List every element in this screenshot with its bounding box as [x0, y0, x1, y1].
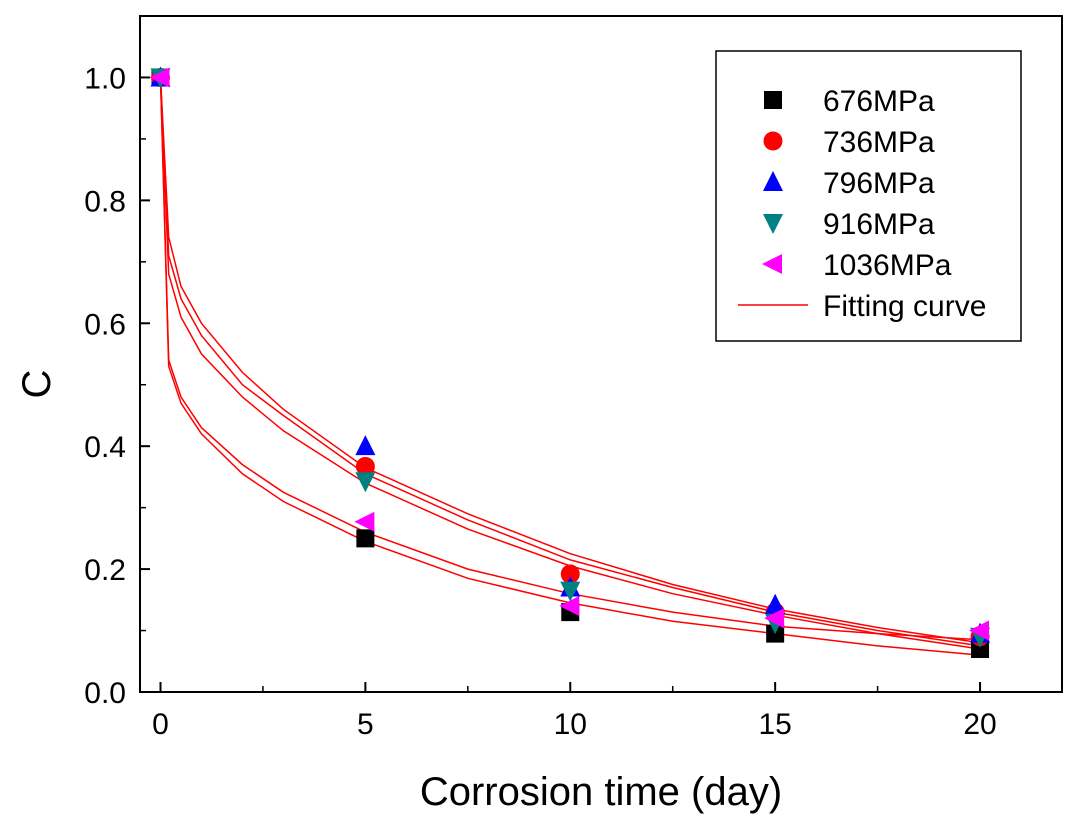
y-tick-label: 0.6 [84, 308, 126, 341]
legend-label: Fitting curve [823, 290, 986, 323]
legend-marker [763, 214, 783, 234]
y-axis: 0.0 0.2 0.4 0.6 0.8 1.0 [84, 62, 150, 710]
data-points [149, 66, 991, 658]
legend-marker [763, 131, 783, 151]
data-point [354, 511, 375, 532]
y-tick-label: 0.4 [84, 431, 126, 464]
x-tick-label: 10 [554, 708, 587, 741]
legend: 676MPa 736MPa 796MPa 916MPa 1036MPa Fitting c… [715, 50, 1022, 342]
data-point [559, 595, 580, 616]
legend-label: 796MPa [823, 167, 935, 200]
data-point [764, 608, 785, 629]
x-axis: 0 5 10 15 20 [152, 682, 997, 741]
x-axis-title: Corrosion time (day) [420, 770, 782, 814]
x-tick-label: 15 [758, 708, 791, 741]
data-point [356, 529, 375, 548]
legend-marker [764, 91, 782, 109]
legend-marker [763, 171, 783, 191]
data-point [560, 564, 580, 584]
data-point [355, 472, 376, 493]
data-point [355, 435, 376, 456]
legend-label: 676MPa [823, 85, 935, 118]
x-tick-label: 20 [963, 708, 996, 741]
data-point [355, 456, 375, 476]
plot-frame [139, 15, 1063, 693]
data-point [969, 620, 990, 641]
data-point [560, 581, 581, 602]
y-tick-label: 0.2 [84, 554, 126, 587]
y-tick-label: 0.8 [84, 185, 126, 218]
y-tick-label: 0.0 [84, 677, 126, 710]
x-tick-label: 5 [357, 708, 374, 741]
legend-label: 916MPa [823, 208, 935, 241]
legend-label: 1036MPa [823, 249, 952, 282]
data-point [765, 593, 786, 614]
legend-marker [762, 254, 782, 274]
data-point [149, 67, 170, 88]
x-tick-label: 0 [152, 708, 169, 741]
y-tick-label: 1.0 [84, 62, 126, 95]
legend-label: 736MPa [823, 126, 935, 159]
y-axis-title: C [15, 370, 59, 399]
